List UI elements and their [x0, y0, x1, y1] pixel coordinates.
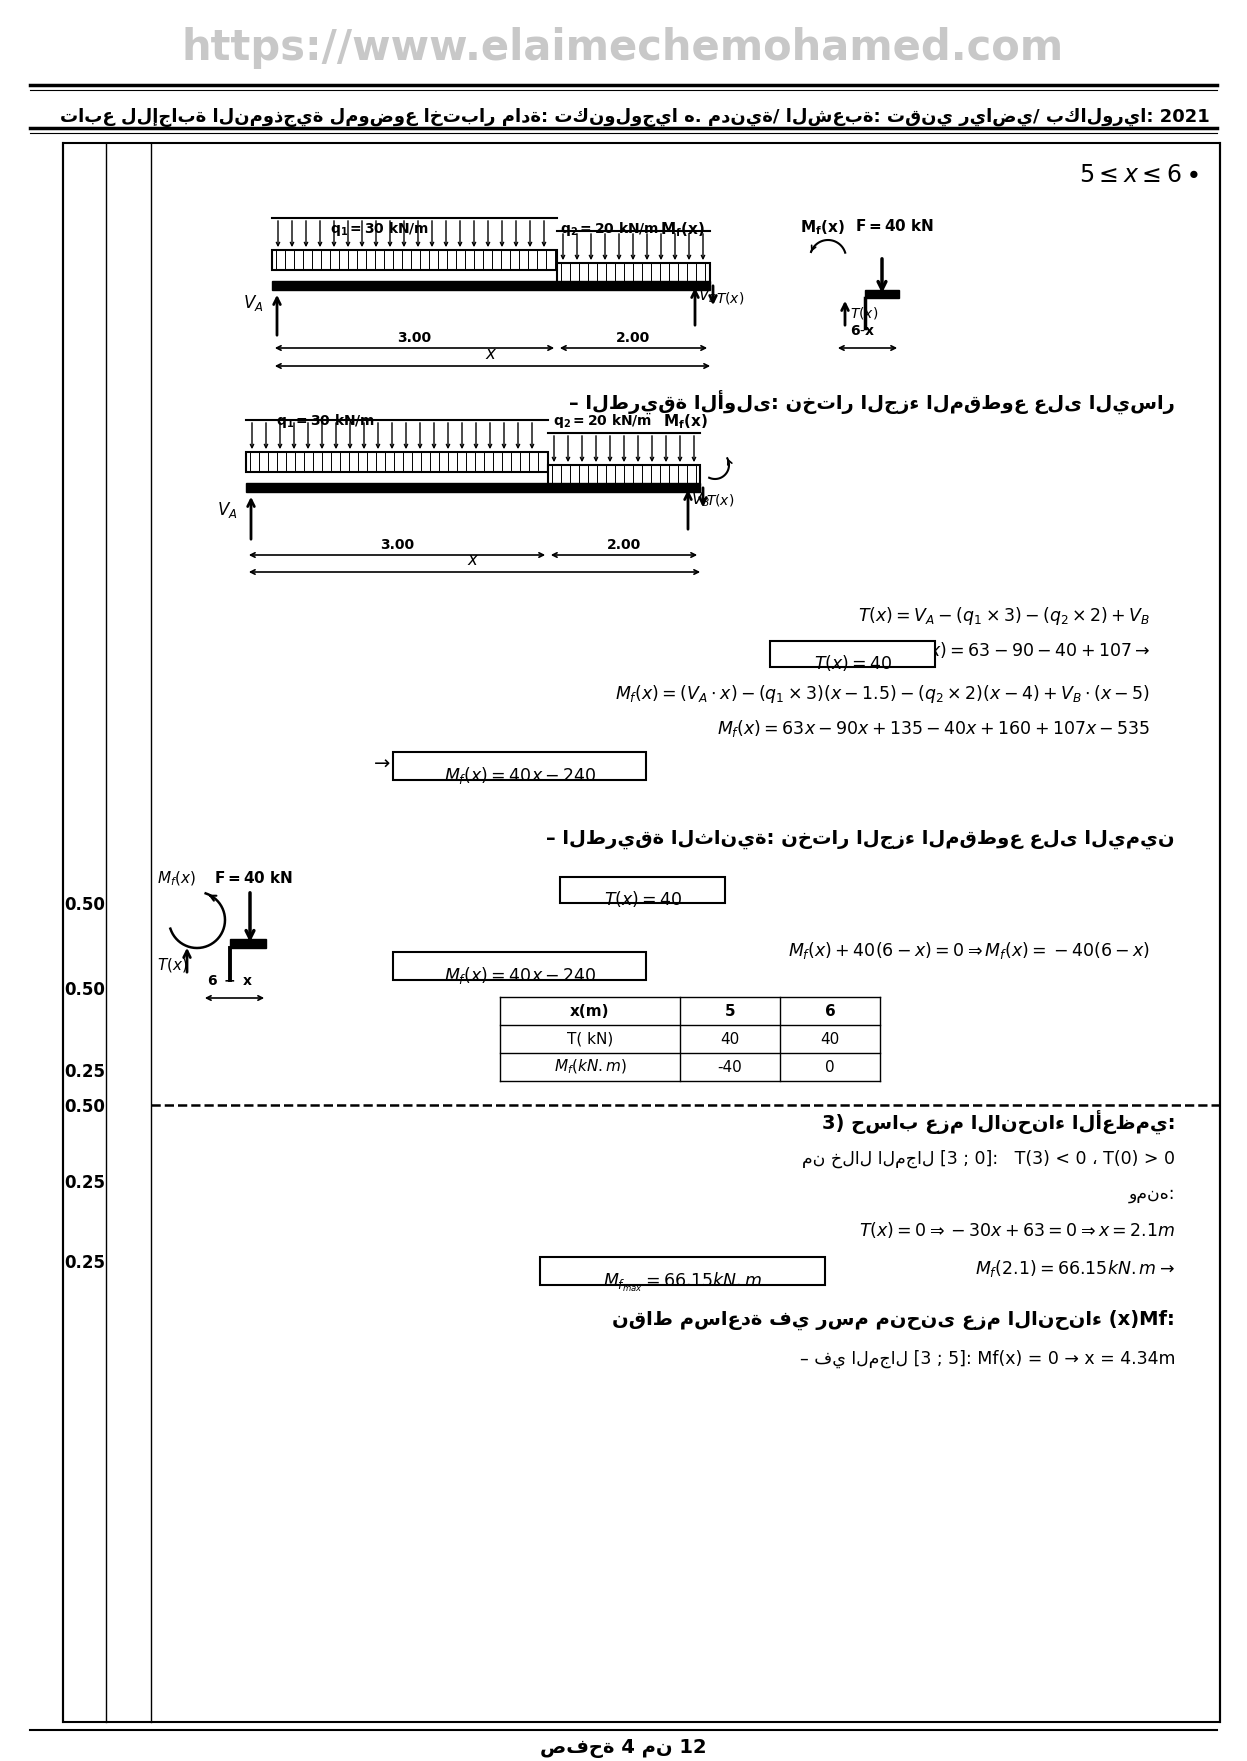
Bar	[246, 483, 700, 491]
Text: $M_f(x) = 40x - 240$: $M_f(x) = 40x - 240$	[444, 764, 596, 785]
Text: $V_A$: $V_A$	[217, 500, 238, 519]
Text: 2.00: 2.00	[607, 539, 641, 551]
Text: $M_f(x) = (V_A \cdot x) - (q_1 \times 3)(x - 1.5) - (q_2 \times 2)(x - 4) + V_B : $M_f(x) = (V_A \cdot x) - (q_1 \times 3)…	[615, 683, 1150, 704]
Text: $\mathbf{6\ -\ x}$: $\mathbf{6\ -\ x}$	[207, 974, 253, 988]
Bar	[865, 291, 899, 298]
Bar	[540, 1257, 826, 1286]
Text: $M_f(x) + 40(6 - x) = 0 \Rightarrow M_f(x) = -40(6 - x)$: $M_f(x) + 40(6 - x) = 0 \Rightarrow M_f(…	[788, 940, 1150, 962]
Text: $\mathbf{q_2= 20\ kN/m}$: $\mathbf{q_2= 20\ kN/m}$	[560, 220, 660, 238]
Bar	[557, 262, 710, 284]
Text: $M_f(x) = 63x - 90x + 135 - 40x + 160 + 107x - 535$: $M_f(x) = 63x - 90x + 135 - 40x + 160 + …	[717, 718, 1150, 740]
Text: من خلال المجال [3 ; 0]:   T(3) < 0 ، T(0) > 0: من خلال المجال [3 ; 0]: T(3) < 0 ، T(0) …	[802, 1150, 1175, 1168]
Text: 0.50: 0.50	[65, 896, 106, 914]
Text: $\mathbf{6\text{-}x}$: $\mathbf{6\text{-}x}$	[850, 324, 875, 338]
Text: 6: 6	[824, 1004, 835, 1018]
Text: $x$: $x$	[466, 551, 479, 569]
Text: $M_f(x) = 40x - 240$: $M_f(x) = 40x - 240$	[444, 965, 596, 986]
Text: تابع للإجابة النموذجية لموضوع اختبار مادة: تكنولوجيا ه. مدنية/ الشعبة: تقني رياض: تابع للإجابة النموذجية لموضوع اختبار ماد…	[60, 107, 1210, 127]
Text: $\mathbf{M_f(x)}$: $\mathbf{M_f(x)}$	[801, 218, 845, 236]
Text: $\mathbf{M_f(x)}$: $\mathbf{M_f(x)}$	[663, 412, 708, 431]
Text: -40: -40	[717, 1060, 742, 1074]
Text: $T(x)$: $T(x)$	[706, 491, 734, 507]
Bar	[64, 143, 1220, 1722]
Text: – الطريقة الثانية: نختار الجزء المقطوع على اليمين: – الطريقة الثانية: نختار الجزء المقطوع ع…	[546, 829, 1175, 849]
Text: 3.00: 3.00	[380, 539, 414, 551]
Text: $V_B$: $V_B$	[691, 491, 710, 509]
Bar	[272, 250, 557, 269]
Text: $\mathbf{q_2= 20\ kN/m}$: $\mathbf{q_2= 20\ kN/m}$	[552, 412, 652, 430]
Text: $M_f(2.1) = 66.15kN.m \rightarrow$: $M_f(2.1) = 66.15kN.m \rightarrow$	[975, 1257, 1175, 1278]
Text: 0.50: 0.50	[65, 981, 106, 998]
Text: 3.00: 3.00	[397, 331, 431, 345]
Text: صفحة 4 من 12: صفحة 4 من 12	[540, 1738, 706, 1757]
Bar	[246, 453, 547, 472]
Text: https://www.elaimechemohamed.com: https://www.elaimechemohamed.com	[182, 26, 1064, 69]
Text: $T(x)$: $T(x)$	[850, 305, 878, 321]
Text: 3) حساب عزم الانحناء الأعظمي:: 3) حساب عزم الانحناء الأعظمي:	[822, 1109, 1175, 1134]
Bar	[393, 953, 646, 981]
Bar	[272, 282, 710, 291]
Text: $T(x) = 63 - 90 - 40 + 107 \rightarrow$: $T(x) = 63 - 90 - 40 + 107 \rightarrow$	[912, 639, 1150, 660]
Text: $\mathbf{M_f(x)}$: $\mathbf{M_f(x)}$	[660, 220, 705, 239]
Text: $V_B$: $V_B$	[698, 287, 717, 305]
Text: $T(x)$: $T(x)$	[716, 291, 744, 306]
Text: x(m): x(m)	[570, 1004, 610, 1018]
Text: $\mathbf{q_1= 30\ kN/m}$: $\mathbf{q_1= 30\ kN/m}$	[330, 220, 429, 238]
Text: 0: 0	[826, 1060, 834, 1074]
Bar	[229, 939, 266, 947]
Text: $T(x) = 40$: $T(x) = 40$	[813, 653, 893, 673]
Text: – في المجال [3 ; 5]: Mf(x) = 0 → x = 4.34m: – في المجال [3 ; 5]: Mf(x) = 0 → x = 4.3…	[799, 1351, 1175, 1368]
Text: 0.50: 0.50	[65, 1099, 106, 1116]
Text: 5: 5	[725, 1004, 736, 1018]
Text: نقاط مساعدة في رسم منحنى عزم الانحناء (x)Mf:: نقاط مساعدة في رسم منحنى عزم الانحناء (x…	[612, 1310, 1175, 1330]
Text: – الطريقة الأولى: نختار الجزء المقطوع على اليسار: – الطريقة الأولى: نختار الجزء المقطوع عل…	[569, 389, 1175, 414]
Text: 2.00: 2.00	[616, 331, 650, 345]
Bar	[769, 641, 935, 667]
Bar	[393, 752, 646, 780]
Text: 40: 40	[821, 1032, 839, 1046]
Text: $T(x) = 0 \Rightarrow -30x + 63 = 0 \Rightarrow x = 2.1m$: $T(x) = 0 \Rightarrow -30x + 63 = 0 \Rig…	[859, 1220, 1175, 1240]
Text: $M_{f_{max}} = 66.15kN.m$: $M_{f_{max}} = 66.15kN.m$	[604, 1271, 763, 1294]
Text: $T(x)$: $T(x)$	[157, 956, 188, 974]
Text: $\bullet$: $\bullet$	[1185, 160, 1198, 185]
Text: 0.25: 0.25	[65, 1064, 106, 1081]
Text: 0.25: 0.25	[65, 1254, 106, 1271]
Text: $\rightarrow$: $\rightarrow$	[370, 754, 392, 771]
Text: $\mathbf{F= 40\ kN}$: $\mathbf{F= 40\ kN}$	[214, 870, 293, 886]
Bar	[560, 877, 725, 903]
Text: $T(x) = 40$: $T(x) = 40$	[604, 889, 682, 909]
Text: $\mathbf{F= 40\ kN}$: $\mathbf{F= 40\ kN}$	[855, 218, 934, 234]
Text: $5 \leq x \leq 6$: $5 \leq x \leq 6$	[1079, 164, 1181, 187]
Text: $M_f(x)$: $M_f(x)$	[157, 870, 196, 888]
Text: $V_A$: $V_A$	[243, 292, 264, 313]
Bar	[547, 465, 700, 484]
Text: $\mathbf{q_1= 30\ kN/m}$: $\mathbf{q_1= 30\ kN/m}$	[276, 412, 375, 430]
Text: $T(x) = V_A - (q_1 \times 3) - (q_2 \times 2) + V_B$: $T(x) = V_A - (q_1 \times 3) - (q_2 \tim…	[858, 606, 1150, 627]
Text: T( kN): T( kN)	[567, 1032, 614, 1046]
Text: 0.25: 0.25	[65, 1175, 106, 1192]
Text: $x$: $x$	[485, 345, 498, 363]
Text: $M_f(kN.m)$: $M_f(kN.m)$	[554, 1058, 626, 1076]
Text: ومنه:: ومنه:	[1129, 1185, 1175, 1203]
Text: 40: 40	[721, 1032, 739, 1046]
